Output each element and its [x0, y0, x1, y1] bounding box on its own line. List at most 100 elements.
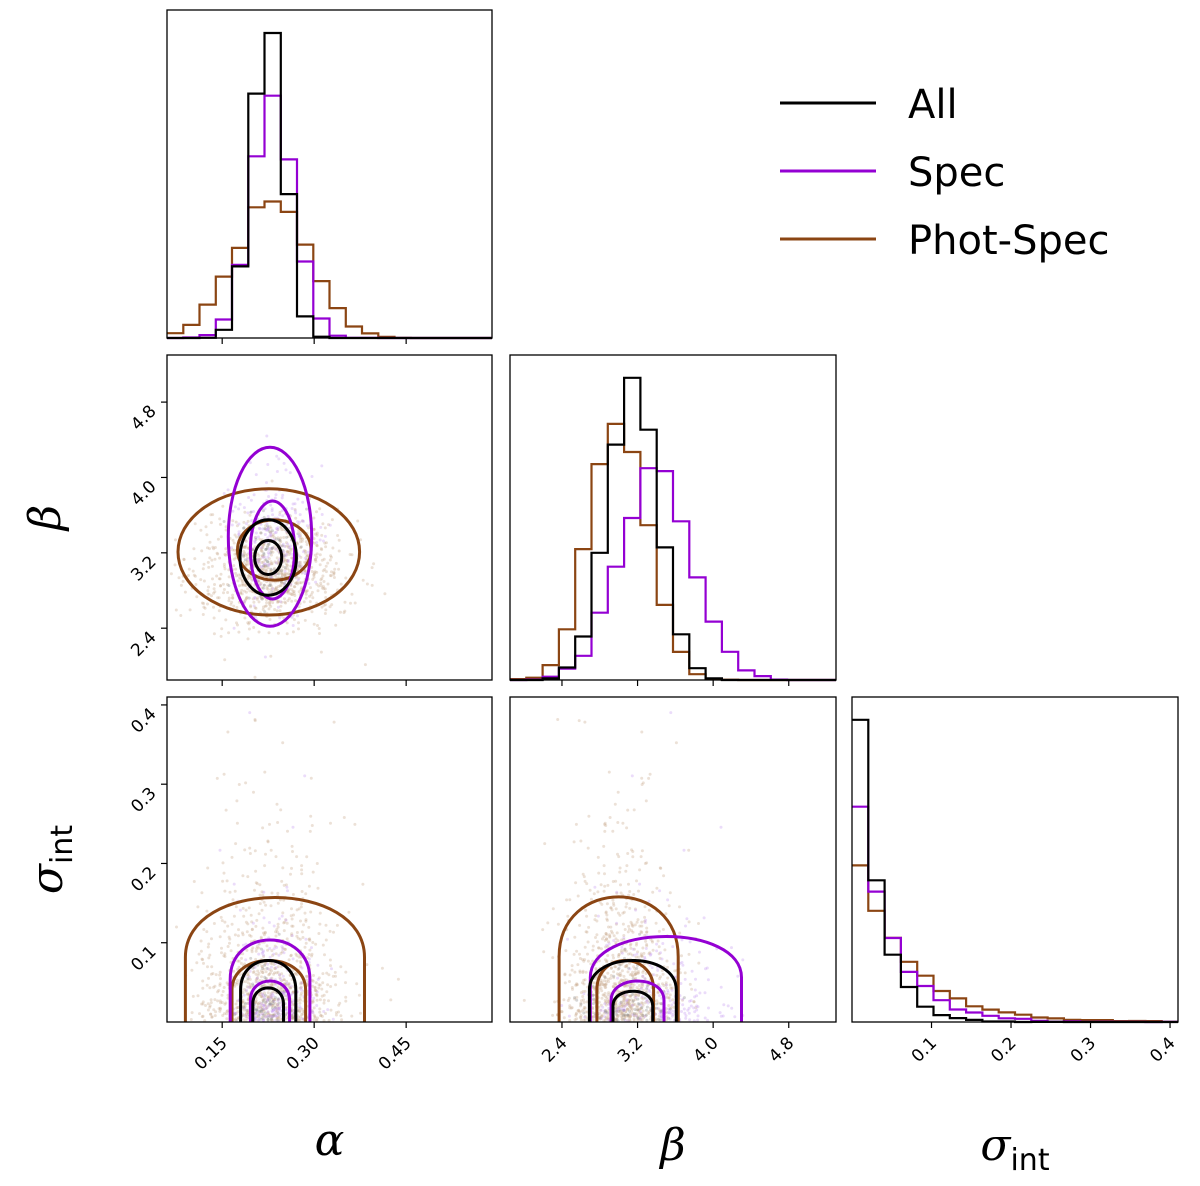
- scatter-point-phot-spec: [218, 983, 222, 987]
- scatter-point-phot-spec: [619, 1009, 622, 1013]
- scatter-point-phot-spec: [264, 1015, 268, 1019]
- scatter-point-phot-spec: [608, 933, 611, 937]
- scatter-point-phot-spec: [570, 986, 574, 989]
- scatter-point-spec: [269, 994, 273, 998]
- scatter-point-phot-spec: [213, 557, 217, 561]
- scatter-point-phot-spec: [246, 973, 250, 977]
- scatter-point-spec: [267, 527, 271, 531]
- scatter-point-spec: [270, 509, 274, 513]
- scatter-point-phot-spec: [290, 547, 294, 551]
- scatter-point-phot-spec: [214, 973, 218, 977]
- scatter-point-phot-spec: [614, 937, 618, 941]
- scatter-point-spec: [272, 947, 276, 951]
- scatter-point-phot-spec: [259, 547, 263, 551]
- scatter-point-phot-spec: [599, 1017, 602, 1021]
- scatter-point-phot-spec: [570, 1006, 574, 1010]
- scatter-point-all: [654, 1006, 658, 1010]
- scatter-point-phot-spec: [640, 1012, 644, 1016]
- scatter-point-phot-spec: [308, 594, 312, 598]
- scatter-point-spec: [260, 951, 264, 955]
- contour-alpha-sigma-all-1: [251, 986, 285, 1022]
- scatter-point-phot-spec: [625, 964, 629, 968]
- scatter-point-phot-spec: [578, 952, 581, 956]
- scatter-point-phot-spec: [625, 902, 629, 906]
- scatter-point-phot-spec: [243, 962, 247, 966]
- scatter-point-spec: [238, 502, 242, 506]
- scatter-point-phot-spec: [262, 568, 266, 572]
- scatter-point-spec: [284, 552, 288, 556]
- scatter-point-phot-spec: [297, 529, 301, 533]
- scatter-point-phot-spec: [304, 590, 308, 594]
- scatter-point-phot-spec: [257, 557, 261, 561]
- scatter-point-phot-spec: [245, 559, 249, 563]
- scatter-point-phot-spec: [303, 560, 307, 564]
- scatter-point-spec: [259, 565, 263, 569]
- scatter-point-phot-spec: [266, 991, 270, 995]
- scatter-point-phot-spec: [218, 973, 222, 977]
- scatter-point-spec: [263, 1007, 267, 1011]
- scatter-point-phot-spec: [284, 983, 288, 987]
- scatter-point-phot-spec: [591, 993, 595, 997]
- scatter-point-phot-spec: [631, 974, 635, 978]
- scatter-point-phot-spec: [617, 1013, 621, 1017]
- scatter-point-phot-spec: [262, 543, 266, 547]
- scatter-point-spec: [668, 1017, 672, 1021]
- scatter-point-phot-spec: [266, 527, 270, 531]
- scatter-point-phot-spec: [619, 883, 622, 887]
- scatter-point-all: [636, 1017, 640, 1021]
- scatter-point-phot-spec: [260, 574, 264, 578]
- panel-frames-layer: [161, 9, 1179, 1028]
- scatter-point-phot-spec: [271, 954, 274, 957]
- scatter-point-phot-spec: [271, 1013, 275, 1017]
- scatter-point-spec: [280, 496, 284, 500]
- scatter-point-phot-spec: [611, 953, 615, 957]
- scatter-point-all: [645, 987, 649, 991]
- scatter-point-phot-spec: [230, 922, 234, 926]
- scatter-point-phot-spec: [177, 576, 181, 580]
- scatter-point-phot-spec: [209, 513, 213, 517]
- scatter-point-phot-spec: [622, 999, 626, 1003]
- scatter-point-phot-spec: [522, 998, 526, 1002]
- scatter-point-phot-spec: [263, 1003, 267, 1007]
- scatter-point-phot-spec: [631, 930, 635, 934]
- scatter-point-spec: [315, 541, 319, 544]
- scatter-point-spec: [265, 481, 268, 485]
- scatter-point-spec: [328, 523, 332, 527]
- scatter-point-phot-spec: [609, 966, 613, 970]
- scatter-point-phot-spec: [231, 596, 235, 600]
- scatter-point-phot-spec: [274, 930, 278, 934]
- scatter-point-phot-spec: [658, 1009, 662, 1013]
- scatter-point-all: [263, 993, 267, 997]
- scatter-point-phot-spec: [249, 934, 253, 938]
- scatter-point-spec: [260, 546, 263, 550]
- scatter-point-phot-spec: [645, 930, 649, 934]
- scatter-point-phot-spec: [638, 868, 642, 872]
- scatter-point-phot-spec: [615, 1016, 619, 1019]
- scatter-point-phot-spec: [258, 583, 262, 587]
- scatter-point-all: [270, 547, 274, 550]
- scatter-point-spec: [262, 890, 266, 894]
- scatter-point-spec: [668, 1011, 672, 1015]
- scatter-point-phot-spec: [621, 922, 625, 926]
- scatter-point-phot-spec: [628, 973, 632, 977]
- scatter-point-phot-spec: [311, 1000, 315, 1004]
- scatter-point-all: [591, 1002, 595, 1006]
- scatter-point-phot-spec: [275, 1010, 279, 1014]
- scatter-point-phot-spec: [697, 961, 701, 965]
- scatter-point-phot-spec: [206, 866, 210, 870]
- scatter-point-phot-spec: [315, 570, 319, 574]
- scatter-point-phot-spec: [295, 855, 299, 859]
- scatter-point-phot-spec: [636, 1017, 640, 1021]
- scatter-point-phot-spec: [320, 586, 324, 590]
- scatter-point-phot-spec: [628, 985, 632, 989]
- scatter-point-spec: [267, 921, 271, 924]
- scatter-point-phot-spec: [320, 548, 324, 552]
- scatter-point-phot-spec: [263, 564, 267, 568]
- scatter-point-phot-spec: [628, 1007, 632, 1011]
- scatter-point-phot-spec: [285, 937, 289, 941]
- scatter-point-spec: [622, 1008, 625, 1012]
- scatter-point-spec: [730, 946, 733, 950]
- scatter-point-phot-spec: [648, 772, 652, 776]
- scatter-point-phot-spec: [182, 558, 186, 562]
- scatter-point-spec: [299, 986, 303, 990]
